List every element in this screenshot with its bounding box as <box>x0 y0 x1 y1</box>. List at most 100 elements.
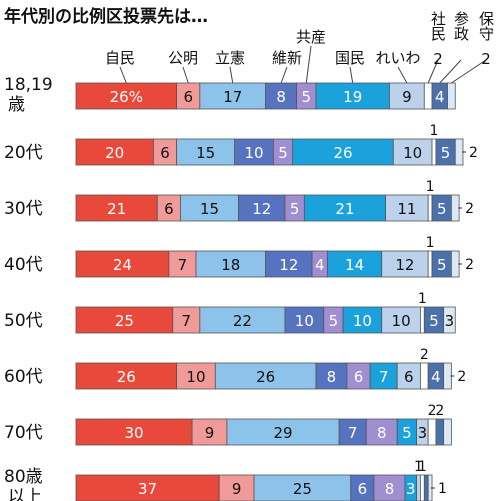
data-label: 12 <box>252 200 271 218</box>
category-label: 70代 <box>4 423 43 443</box>
bar-segment <box>381 306 421 334</box>
data-label: 10 <box>353 312 372 330</box>
small-data-label: 2 <box>457 369 466 385</box>
bar-segment <box>75 474 220 501</box>
small-data-label: 1 <box>414 459 423 475</box>
bar-segment <box>392 138 433 166</box>
chart-title: 年代別の比例区投票先は… <box>4 6 208 27</box>
data-label: 6 <box>404 368 414 386</box>
data-label: 8 <box>385 480 395 498</box>
data-label: 7 <box>178 256 188 274</box>
data-label: 19 <box>343 88 362 106</box>
category-label: 50代 <box>4 311 43 331</box>
data-label: 26% <box>110 88 143 106</box>
data-label: 4 <box>431 368 441 386</box>
data-label: 25 <box>115 312 134 330</box>
small-data-label: 1 <box>426 235 435 251</box>
bar-segment <box>385 194 429 222</box>
legend-leader <box>451 59 487 84</box>
bar-segment <box>389 82 425 110</box>
data-label: 30 <box>125 424 144 442</box>
small-data-label: 1 <box>430 123 439 139</box>
data-label: 10 <box>403 144 422 162</box>
category-label-line: 80歳 <box>4 467 43 487</box>
bar-segment <box>284 306 325 334</box>
bar-segment <box>214 362 317 390</box>
small-data-label: 1 <box>418 291 427 307</box>
small-data-label: 2 <box>420 347 429 363</box>
data-label: 8 <box>276 88 286 106</box>
small-data-label: 1 <box>418 459 427 475</box>
data-label: 26 <box>333 144 352 162</box>
data-label: 7 <box>182 312 192 330</box>
data-label: 12 <box>279 256 298 274</box>
category-label: 20代 <box>4 143 43 163</box>
bar-row: 60代 26 10 26 8 6 7 6 4 <box>4 362 452 390</box>
bar-segment <box>303 194 386 222</box>
bar-segment <box>338 418 367 446</box>
category-label-line: 以上 <box>8 487 42 501</box>
legend-entry: れいわ <box>375 49 420 67</box>
bar-segment <box>238 194 286 222</box>
data-label: 8 <box>327 368 337 386</box>
bar-segment <box>176 362 216 390</box>
data-label: 21 <box>335 200 354 218</box>
legend-entry: 保守 <box>477 11 495 42</box>
legend-leader <box>229 66 234 84</box>
data-label: 17 <box>223 88 242 106</box>
bar-segment <box>180 194 239 222</box>
bar-segment <box>226 418 340 446</box>
small-data-label: 2 <box>465 257 474 273</box>
data-label: 21 <box>107 200 126 218</box>
data-label: 6 <box>164 200 174 218</box>
legend-leader <box>397 66 408 84</box>
bar-segment <box>168 250 197 278</box>
bar-segment <box>450 250 460 278</box>
bar-segment <box>427 250 433 278</box>
data-label: 18 <box>221 256 240 274</box>
data-label: 5 <box>301 88 311 106</box>
data-label: 6 <box>183 88 193 106</box>
bar-row: 18,19 歳 26% 6 17 8 5 19 9 4 <box>4 75 456 115</box>
legend-leader <box>182 66 189 84</box>
legend-entry: 社民 <box>429 11 447 42</box>
small-data-label: 2 <box>435 403 444 419</box>
bar-segment <box>443 418 452 446</box>
legend-value: 2 <box>433 50 443 68</box>
data-label: 4 <box>435 88 445 106</box>
legend-entry: 公明 <box>168 49 198 67</box>
bar-row: 20代 20 6 15 10 5 26 10 5 <box>4 138 464 166</box>
bar-row: 80歳以上 37 9 25 6 8 3 <box>4 467 433 501</box>
bar-segment <box>292 138 394 166</box>
legend-entry: 国民 <box>335 49 365 67</box>
data-label: 5 <box>437 256 447 274</box>
category-label-line: 歳 <box>8 95 25 115</box>
legend-leader <box>349 66 354 84</box>
bar-segment <box>75 418 193 446</box>
bar-row: 50代 25 7 22 10 5 10 10 5 3 <box>4 306 456 334</box>
legend-leader <box>305 45 312 84</box>
data-label: 10 <box>392 312 411 330</box>
bar-segment <box>443 362 452 390</box>
small-data-label: 1 <box>426 179 435 195</box>
category-label: 80歳以上 <box>4 467 43 501</box>
legend-value: 2 <box>481 50 491 68</box>
bar-segment <box>199 306 286 334</box>
data-label: 7 <box>348 424 358 442</box>
data-label: 9 <box>402 88 412 106</box>
legend-entry: 参政 <box>452 11 470 41</box>
small-data-label: 1 <box>438 481 447 497</box>
bar-segment <box>234 138 274 166</box>
data-label: 4 <box>315 256 325 274</box>
data-label: 24 <box>113 256 132 274</box>
category-label: 60代 <box>4 367 43 387</box>
legend-entry: 立憲 <box>215 49 245 67</box>
bar-segment <box>427 418 437 446</box>
data-label: 5 <box>402 424 412 442</box>
data-label: 6 <box>358 480 368 498</box>
category-label-line: 18,19 <box>4 75 53 95</box>
data-label: 5 <box>329 312 339 330</box>
bar-segment <box>420 474 425 501</box>
